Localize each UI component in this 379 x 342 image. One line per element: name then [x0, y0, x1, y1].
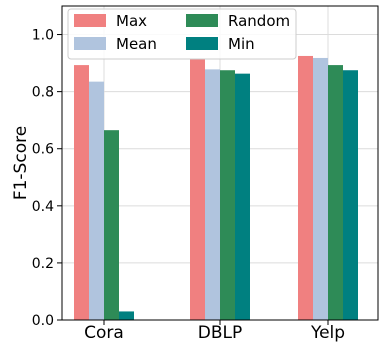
- bar-random-dblp: [220, 70, 235, 321]
- y-tick-label: 0.2: [32, 256, 54, 272]
- y-axis-ticks: 0.0 0.2 0.4 0.6 0.8 1.0: [32, 28, 62, 329]
- bar-max-yelp: [298, 55, 313, 321]
- y-tick-label: 0.6: [32, 142, 54, 158]
- bar-min-yelp: [343, 70, 358, 321]
- bar-max-cora: [74, 65, 89, 321]
- y-tick-label: 0.4: [32, 199, 54, 215]
- legend-box: [67, 8, 297, 60]
- legend-label-min: Min: [228, 35, 255, 53]
- legend-swatch-random: [186, 14, 218, 27]
- x-axis-ticks: Cora DBLP Yelp: [84, 320, 345, 342]
- bar-min-cora: [119, 311, 134, 320]
- legend-swatch-min: [186, 37, 218, 50]
- x-tick-label: DBLP: [198, 323, 242, 342]
- bar-random-yelp: [328, 65, 343, 321]
- y-tick-label: 0.0: [32, 313, 54, 329]
- y-axis-label: F1-Score: [11, 126, 31, 200]
- legend-swatch-mean: [74, 37, 106, 50]
- legend-swatch-max: [74, 14, 106, 27]
- legend-label-max: Max: [116, 12, 147, 30]
- y-tick-label: 1.0: [32, 28, 54, 44]
- bar-max-dblp: [190, 59, 205, 320]
- x-tick-label: Yelp: [310, 323, 345, 342]
- bars: [74, 55, 358, 321]
- bar-min-dblp: [235, 73, 250, 320]
- bar-mean-dblp: [205, 69, 220, 320]
- legend-label-random: Random: [228, 12, 290, 30]
- x-tick-label: Cora: [84, 323, 124, 342]
- legend-label-mean: Mean: [116, 35, 157, 53]
- bar-mean-yelp: [313, 57, 328, 320]
- y-tick-label: 0.8: [32, 85, 54, 101]
- bar-random-cora: [104, 130, 119, 320]
- legend: Max Mean Random Min: [67, 8, 297, 60]
- bar-mean-cora: [89, 81, 104, 321]
